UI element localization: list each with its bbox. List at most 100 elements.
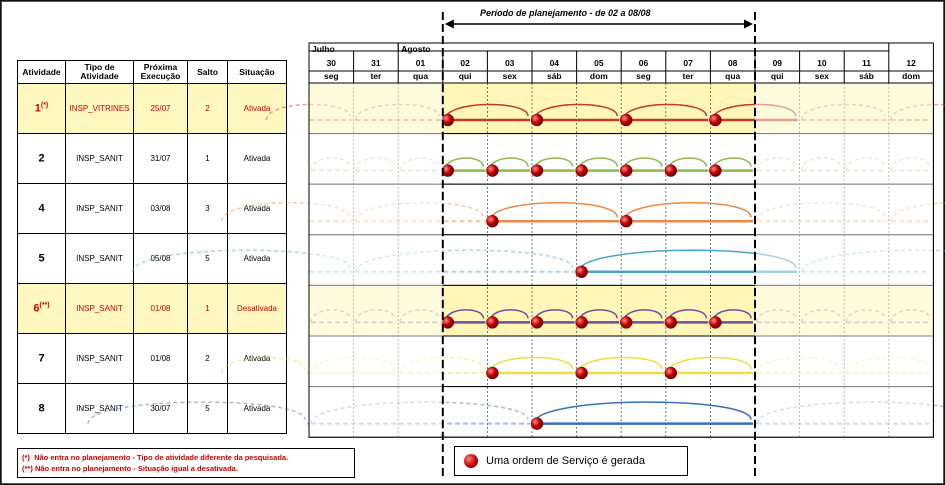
- service-order-ball: [486, 164, 499, 177]
- service-order-ball: [530, 113, 544, 127]
- day-number: 05: [594, 58, 604, 68]
- outside-period-fade-right: [755, 83, 934, 438]
- day-of-week: seg: [636, 71, 651, 81]
- row-tipo: INSP_VITRINES: [65, 83, 134, 134]
- red-ball-icon: [464, 454, 478, 468]
- schedule-arc: [533, 401, 752, 424]
- day-of-week: dom: [902, 71, 920, 81]
- row-salto: 2: [187, 83, 228, 134]
- row-situacao: Ativada: [227, 183, 287, 234]
- row-tipo: INSP_SANIT: [65, 283, 134, 334]
- day-of-week: sex: [815, 71, 829, 81]
- day-of-week: sáb: [547, 71, 562, 81]
- service-order-ball: [709, 164, 722, 177]
- header-atividade: Atividade: [17, 60, 66, 84]
- calendar-border: [308, 82, 934, 438]
- month-label: Agosto: [401, 44, 430, 54]
- table-row: 6(**) INSP_SANIT 01/08 1 Desativada: [17, 283, 287, 334]
- day-number: 31: [371, 58, 381, 68]
- row-tipo: INSP_SANIT: [65, 383, 134, 434]
- service-order-ball: [664, 366, 678, 380]
- day-number: 02: [460, 58, 470, 68]
- row-situacao: Ativada: [227, 83, 287, 134]
- day-of-week: sáb: [859, 71, 874, 81]
- day-number: 09: [773, 58, 783, 68]
- day-of-week: ter: [683, 71, 695, 81]
- day-number: 07: [683, 58, 693, 68]
- service-order-ball: [619, 214, 633, 228]
- table-row: 4 INSP_SANIT 03/08 3 Ativada: [17, 183, 287, 234]
- row-situacao: Ativada: [227, 383, 287, 434]
- day-number: 30: [327, 58, 337, 68]
- activities-table: Atividade Tipo de Atividade Próxima Exec…: [17, 60, 287, 434]
- row-situacao: Ativada: [227, 233, 287, 284]
- table-row: 7 INSP_SANIT 01/08 2 Ativada: [17, 333, 287, 384]
- day-number: 04: [550, 58, 560, 68]
- service-order-ball: [530, 417, 544, 430]
- service-order-ball: [664, 164, 678, 177]
- row-situacao: Ativada: [227, 333, 287, 384]
- day-number: 06: [639, 58, 649, 68]
- row-salto: 1: [187, 283, 228, 334]
- header-salto: Salto: [187, 60, 228, 84]
- row-proxima: 25/07: [133, 83, 188, 134]
- row-tipo: INSP_SANIT: [65, 133, 134, 184]
- table-header-row: Atividade Tipo de Atividade Próxima Exec…: [17, 60, 287, 84]
- service-order-ball: [486, 214, 499, 228]
- service-order-ball: [664, 316, 678, 329]
- service-order-ball: [575, 366, 588, 380]
- day-number: 10: [817, 58, 827, 68]
- schedule-arc: [488, 201, 618, 222]
- row-proxima: 30/07: [133, 383, 188, 434]
- day-number: 03: [505, 58, 515, 68]
- day-of-week: qua: [413, 71, 428, 81]
- row-tipo: INSP_SANIT: [65, 233, 134, 284]
- service-order-ball: [575, 316, 588, 329]
- row-situacao: Ativada: [227, 133, 287, 184]
- service-order-ball: [619, 316, 633, 329]
- schedule-arc: [622, 201, 752, 222]
- service-order-ball: [530, 316, 544, 329]
- row-proxima: 01/08: [133, 283, 188, 334]
- header-tipo: Tipo de Atividade: [65, 60, 134, 84]
- schedule-arc: [221, 356, 306, 374]
- row-tipo: INSP_SANIT: [65, 183, 134, 234]
- table-row: 2 INSP_SANIT 31/07 1 Ativada: [17, 133, 287, 184]
- period-label: Período de planejamento - de 02 a 08/08: [480, 8, 651, 18]
- day-of-week: sex: [503, 71, 517, 81]
- month-label: Julho: [312, 44, 335, 54]
- service-order-ball: [575, 164, 588, 177]
- row-salto: 5: [187, 383, 228, 434]
- day-number: 12: [906, 58, 916, 68]
- footnotes: (*) Não entra no planejamento - Tipo de …: [17, 448, 355, 478]
- day-number: 01: [416, 58, 426, 68]
- service-order-ball: [486, 366, 499, 380]
- row-atividade: 5: [17, 233, 66, 284]
- table-row: 5 INSP_SANIT 05/08 5 Ativada: [17, 233, 287, 284]
- row-atividade: 2: [17, 133, 66, 184]
- row-mark: (*): [40, 102, 49, 110]
- day-number: 11: [862, 58, 871, 68]
- header-proxima: Próxima Execução: [133, 60, 188, 84]
- legend-text: Uma ordem de Serviço é gerada: [486, 455, 645, 467]
- service-order-ball: [619, 113, 633, 127]
- row-mark: (**): [39, 302, 50, 310]
- day-of-week: seg: [324, 71, 339, 81]
- service-order-ball: [530, 164, 544, 177]
- day-of-week: qui: [771, 71, 784, 81]
- service-order-ball: [619, 164, 633, 177]
- footnote-2: (**) Não entra no planejamento - Situaçã…: [22, 464, 238, 473]
- legend-box: Uma ordem de Serviço é gerada: [454, 446, 688, 476]
- schedule-arc: [399, 356, 485, 374]
- arrow-left-icon: [444, 19, 454, 29]
- day-of-week: qua: [725, 71, 740, 81]
- month-cell: [397, 42, 890, 52]
- row-proxima: 31/07: [133, 133, 188, 184]
- schedule-arc: [87, 401, 306, 424]
- service-order-ball: [709, 316, 722, 329]
- day-number: 08: [728, 58, 738, 68]
- table-row: 8 INSP_SANIT 30/07 5 Ativada: [17, 383, 287, 434]
- service-order-ball: [575, 265, 588, 279]
- arrow-right-icon: [744, 19, 753, 29]
